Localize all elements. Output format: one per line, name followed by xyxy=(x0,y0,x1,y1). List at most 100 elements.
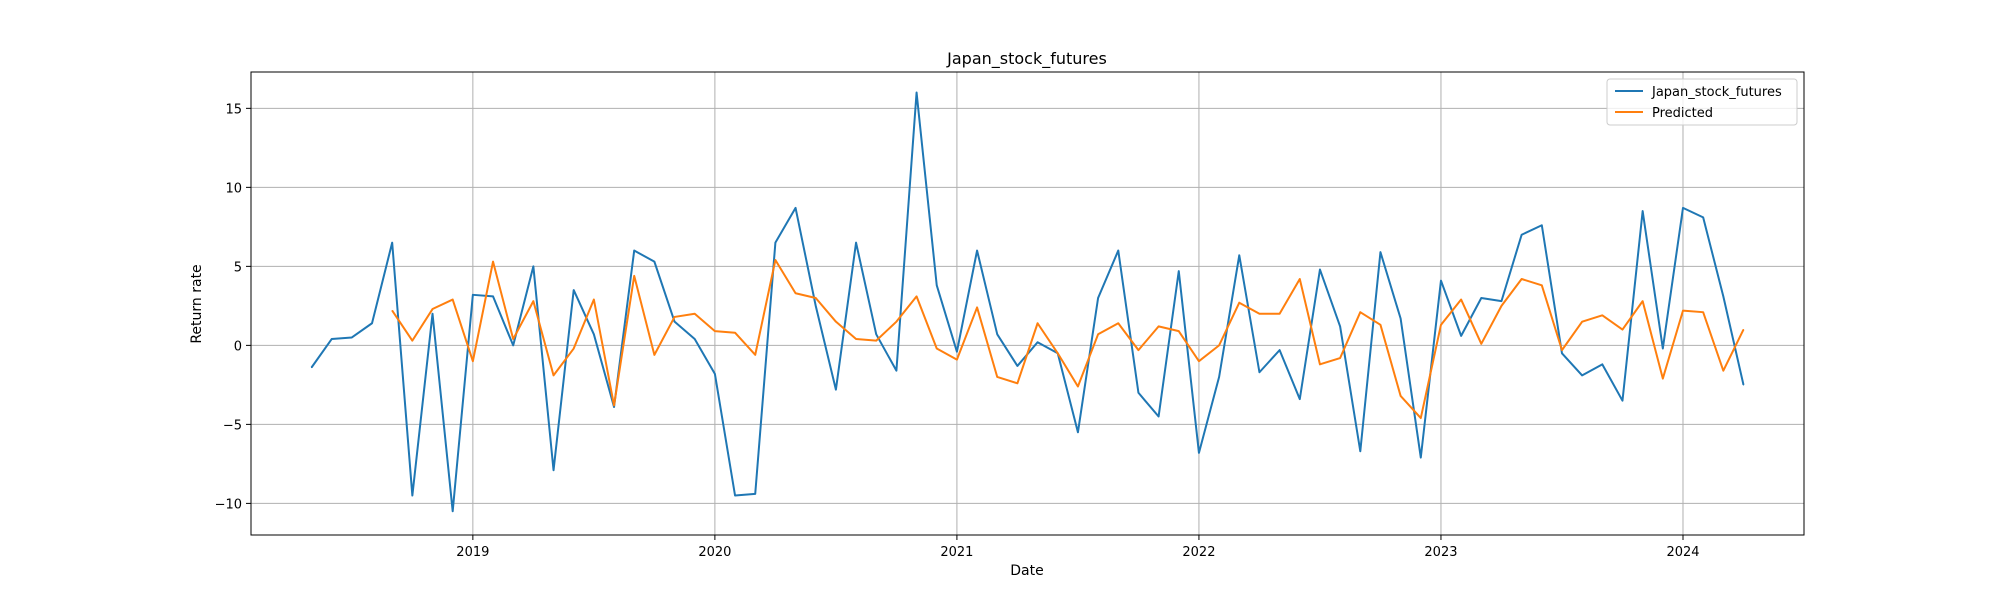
data-point-japan-stock-futures xyxy=(1642,210,1644,212)
data-point-predicted xyxy=(613,404,615,407)
data-point-predicted xyxy=(1016,382,1019,384)
data-point-predicted xyxy=(1339,357,1341,359)
data-point-japan-stock-futures xyxy=(1682,207,1684,209)
data-point-predicted xyxy=(633,275,635,277)
data-point-japan-stock-futures xyxy=(1238,254,1240,256)
y-axis-label: Return rate xyxy=(189,264,205,343)
y-tick-label: 10 xyxy=(225,181,242,196)
legend-box xyxy=(1606,78,1798,126)
data-point-japan-stock-futures xyxy=(1117,249,1119,252)
data-point-japan-stock-futures xyxy=(673,321,676,323)
data-point-predicted xyxy=(492,261,494,263)
data-point-japan-stock-futures xyxy=(1258,371,1261,373)
data-point-japan-stock-futures xyxy=(653,261,655,263)
x-tick-label: 2019 xyxy=(456,545,489,560)
data-point-predicted xyxy=(1279,313,1281,315)
data-point-japan-stock-futures xyxy=(593,333,595,335)
data-point-japan-stock-futures xyxy=(431,313,434,315)
data-point-japan-stock-futures xyxy=(1521,234,1523,236)
data-point-predicted xyxy=(1258,313,1261,315)
data-point-japan-stock-futures xyxy=(411,494,413,497)
data-point-japan-stock-futures xyxy=(1077,431,1079,433)
data-point-japan-stock-futures xyxy=(1339,325,1341,328)
data-point-japan-stock-futures xyxy=(1460,335,1462,337)
data-point-japan-stock-futures xyxy=(815,305,817,307)
data-point-japan-stock-futures xyxy=(310,366,313,369)
data-point-japan-stock-futures xyxy=(714,373,716,375)
data-point-japan-stock-futures xyxy=(996,333,998,335)
data-point-japan-stock-futures xyxy=(1480,297,1482,299)
data-point-predicted xyxy=(1097,333,1099,335)
data-point-japan-stock-futures xyxy=(1178,270,1180,272)
data-point-japan-stock-futures xyxy=(1198,452,1200,454)
x-axis-label: Date xyxy=(1010,563,1043,579)
data-point-predicted xyxy=(1057,352,1059,354)
data-point-japan-stock-futures xyxy=(835,389,837,391)
y-tick-label: −5 xyxy=(223,418,242,433)
data-point-japan-stock-futures xyxy=(1500,300,1503,302)
plot-frame xyxy=(250,71,1805,536)
data-point-japan-stock-futures xyxy=(694,338,696,340)
data-point-predicted xyxy=(1480,343,1482,345)
data-point-predicted xyxy=(875,340,877,342)
data-point-predicted xyxy=(1682,310,1684,312)
data-point-japan-stock-futures xyxy=(391,242,393,244)
data-point-japan-stock-futures xyxy=(1036,341,1039,343)
data-point-predicted xyxy=(1238,302,1240,304)
data-point-predicted xyxy=(1541,284,1543,286)
data-point-japan-stock-futures xyxy=(915,91,918,94)
y-tick-label: 5 xyxy=(234,260,242,275)
data-point-predicted xyxy=(915,295,918,297)
series-line-predicted xyxy=(391,259,1745,420)
data-point-predicted xyxy=(1218,344,1220,346)
legend-label-predicted: Predicted xyxy=(1652,106,1713,121)
data-point-predicted xyxy=(1621,328,1624,331)
data-point-japan-stock-futures xyxy=(532,265,534,267)
x-tick-label: 2024 xyxy=(1666,545,1699,560)
x-tick-label: 2020 xyxy=(698,545,731,560)
data-point-predicted xyxy=(1521,278,1523,280)
data-point-predicted xyxy=(996,376,998,378)
data-point-predicted xyxy=(956,358,958,361)
data-point-japan-stock-futures xyxy=(1218,376,1220,378)
data-point-japan-stock-futures xyxy=(1319,268,1321,271)
data-point-japan-stock-futures xyxy=(1742,384,1745,386)
data-point-predicted xyxy=(976,306,978,309)
data-point-predicted xyxy=(1178,330,1180,332)
data-point-predicted xyxy=(815,297,817,299)
data-point-predicted xyxy=(391,310,393,312)
legend: Japan_stock_futures Predicted xyxy=(1606,78,1798,126)
data-point-japan-stock-futures xyxy=(895,370,898,372)
data-point-japan-stock-futures xyxy=(1279,349,1281,351)
data-point-japan-stock-futures xyxy=(1581,374,1583,376)
grid xyxy=(251,72,1804,535)
data-point-predicted xyxy=(1642,300,1644,302)
data-point-predicted xyxy=(835,321,837,323)
data-point-predicted xyxy=(1581,321,1583,323)
data-point-japan-stock-futures xyxy=(1702,216,1704,218)
x-axis: 2019 2020 2021 2022 2023 2024 xyxy=(456,535,1700,560)
data-point-predicted xyxy=(714,330,716,332)
data-point-predicted xyxy=(673,316,676,318)
data-point-predicted xyxy=(532,300,534,302)
y-axis: −10 −5 0 5 10 15 xyxy=(215,102,251,512)
data-point-predicted xyxy=(452,298,454,301)
data-point-predicted xyxy=(1198,360,1200,362)
data-point-japan-stock-futures xyxy=(351,336,353,339)
data-point-japan-stock-futures xyxy=(855,242,857,244)
data-point-japan-stock-futures xyxy=(956,351,958,353)
data-point-japan-stock-futures xyxy=(1420,456,1422,459)
data-point-predicted xyxy=(1077,385,1079,388)
data-point-japan-stock-futures xyxy=(1722,295,1724,297)
data-point-predicted xyxy=(1299,278,1301,280)
data-point-japan-stock-futures xyxy=(331,338,333,340)
data-point-japan-stock-futures xyxy=(794,207,797,209)
data-point-japan-stock-futures xyxy=(633,249,635,252)
data-point-predicted xyxy=(1440,324,1442,326)
data-point-predicted xyxy=(1359,311,1361,313)
data-point-predicted xyxy=(1561,349,1563,351)
data-point-predicted xyxy=(1036,322,1039,324)
data-point-japan-stock-futures xyxy=(573,289,575,291)
